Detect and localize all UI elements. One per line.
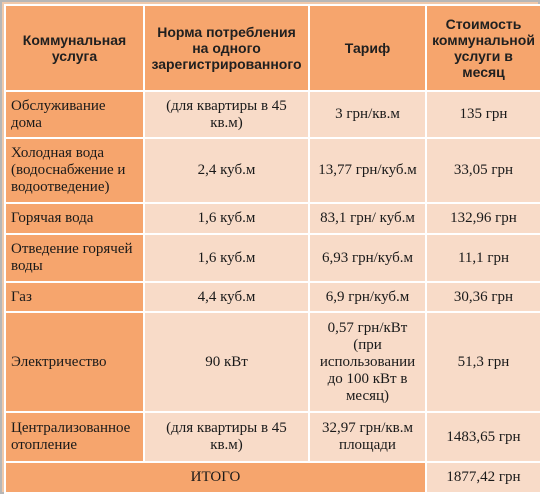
service-cell: Отведение горячей воды — [4, 233, 145, 283]
table-row: Электричество 90 кВт 0,57 грн/кВт (при и… — [4, 311, 540, 413]
header-tariff: Тариф — [308, 4, 427, 92]
total-label: ИТОГО — [4, 461, 427, 494]
tariff-cell: 6,9 грн/куб.м — [308, 281, 427, 313]
cost-cell: 33,05 грн — [425, 137, 540, 204]
norm-cell: 1,6 куб.м — [143, 202, 310, 235]
service-cell: Горячая вода — [4, 202, 145, 235]
header-row: Коммунальная услуга Норма потребления на… — [4, 4, 540, 92]
norm-cell: 90 кВт — [143, 311, 310, 413]
tariff-cell: 83,1 грн/ куб.м — [308, 202, 427, 235]
tariff-cell: 0,57 грн/кВт (при использовании до 100 к… — [308, 311, 427, 413]
total-row: ИТОГО 1877,42 грн — [4, 461, 540, 494]
norm-cell: 1,6 куб.м — [143, 233, 310, 283]
cost-cell: 132,96 грн — [425, 202, 540, 235]
norm-cell: 2,4 куб.м — [143, 137, 310, 204]
cost-cell: 1483,65 грн — [425, 411, 540, 463]
table-row: Холодная вода (водоснабжение и водоотвед… — [4, 137, 540, 204]
service-cell: Газ — [4, 281, 145, 313]
tariff-cell: 13,77 грн/куб.м — [308, 137, 427, 204]
header-cost: Стоимость коммунальной услуги в месяц — [425, 4, 540, 92]
norm-cell: (для квартиры в 45 кв.м) — [143, 411, 310, 463]
cost-cell: 51,3 грн — [425, 311, 540, 413]
cost-cell: 30,36 грн — [425, 281, 540, 313]
norm-cell: (для квартиры в 45 кв.м) — [143, 90, 310, 139]
table-row: Газ 4,4 куб.м 6,9 грн/куб.м 30,36 грн — [4, 281, 540, 313]
tariff-cell: 32,97 грн/кв.м площади — [308, 411, 427, 463]
service-cell: Обслуживание дома — [4, 90, 145, 139]
table-row: Обслуживание дома (для квартиры в 45 кв.… — [4, 90, 540, 139]
tariff-cell: 6,93 грн/куб.м — [308, 233, 427, 283]
table-row: Централизованное отопление (для квартиры… — [4, 411, 540, 463]
utilities-table: Коммунальная услуга Норма потребления на… — [4, 4, 540, 494]
tariff-cell: 3 грн/кв.м — [308, 90, 427, 139]
service-cell: Холодная вода (водоснабжение и водоотвед… — [4, 137, 145, 204]
cost-cell: 11,1 грн — [425, 233, 540, 283]
header-norm: Норма потребления на одного зарегистриро… — [143, 4, 310, 92]
total-value: 1877,42 грн — [425, 461, 540, 494]
cost-cell: 135 грн — [425, 90, 540, 139]
header-service: Коммунальная услуга — [4, 4, 145, 92]
service-cell: Централизованное отопление — [4, 411, 145, 463]
norm-cell: 4,4 куб.м — [143, 281, 310, 313]
table-row: Горячая вода 1,6 куб.м 83,1 грн/ куб.м 1… — [4, 202, 540, 235]
table-row: Отведение горячей воды 1,6 куб.м 6,93 гр… — [4, 233, 540, 283]
service-cell: Электричество — [4, 311, 145, 413]
